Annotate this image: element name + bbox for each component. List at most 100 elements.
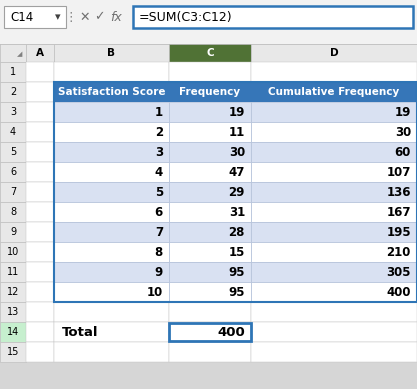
Text: 7: 7 — [10, 187, 16, 197]
Text: 107: 107 — [387, 165, 411, 179]
Text: 29: 29 — [229, 186, 245, 198]
Bar — [54, 222, 417, 242]
Bar — [169, 102, 251, 122]
Bar — [54, 242, 169, 262]
Bar — [251, 222, 417, 242]
Bar — [251, 182, 417, 202]
Text: 136: 136 — [387, 186, 411, 198]
Bar — [0, 262, 26, 282]
Bar — [251, 262, 417, 282]
Bar — [0, 302, 26, 322]
Text: 1: 1 — [10, 67, 16, 77]
Bar — [54, 82, 417, 302]
Text: C14: C14 — [10, 11, 33, 23]
Bar — [169, 222, 251, 242]
Bar — [26, 262, 54, 282]
Bar — [54, 62, 169, 82]
Bar — [251, 202, 417, 222]
Bar — [54, 282, 169, 302]
Bar — [0, 202, 26, 222]
Bar — [169, 342, 251, 362]
Bar — [169, 222, 251, 242]
Bar — [169, 323, 251, 341]
Bar — [251, 262, 417, 282]
Bar — [169, 182, 251, 202]
Text: 4: 4 — [155, 165, 163, 179]
Bar — [54, 122, 417, 142]
Bar — [251, 122, 417, 142]
Bar — [251, 44, 417, 62]
Text: 167: 167 — [387, 205, 411, 219]
Bar — [251, 282, 417, 302]
Bar — [26, 44, 54, 62]
Text: 5: 5 — [155, 186, 163, 198]
Text: Cumulative Frequency: Cumulative Frequency — [269, 87, 399, 97]
Bar — [26, 82, 54, 102]
Text: 31: 31 — [229, 205, 245, 219]
Bar — [54, 142, 169, 162]
Bar — [169, 82, 251, 102]
Text: 400: 400 — [387, 286, 411, 298]
Bar — [54, 182, 169, 202]
Bar — [0, 122, 26, 142]
Bar — [54, 82, 169, 102]
Text: ▾: ▾ — [55, 12, 61, 22]
Bar — [54, 202, 169, 222]
Text: 7: 7 — [155, 226, 163, 238]
Bar — [169, 282, 251, 302]
Bar — [251, 82, 417, 102]
Bar — [251, 142, 417, 162]
Bar — [251, 142, 417, 162]
Text: 60: 60 — [394, 145, 411, 158]
Bar — [169, 142, 251, 162]
Bar — [54, 182, 169, 202]
Text: 2: 2 — [155, 126, 163, 138]
Text: ✕: ✕ — [80, 11, 90, 23]
Bar — [0, 44, 26, 62]
Text: Frequency: Frequency — [179, 87, 241, 97]
Bar — [169, 44, 251, 62]
Bar — [0, 102, 26, 122]
Bar — [54, 44, 169, 62]
Text: 6: 6 — [155, 205, 163, 219]
Bar — [54, 262, 417, 282]
Text: D: D — [330, 48, 338, 58]
Bar — [169, 142, 251, 162]
Bar — [54, 222, 169, 242]
Bar — [54, 262, 169, 282]
Bar — [251, 162, 417, 182]
Text: 195: 195 — [387, 226, 411, 238]
Bar — [251, 222, 417, 242]
Text: ✓: ✓ — [94, 11, 104, 23]
Bar — [54, 122, 169, 142]
Text: 3: 3 — [10, 107, 16, 117]
Text: 400: 400 — [217, 326, 245, 338]
Text: B: B — [108, 48, 116, 58]
Text: A: A — [36, 48, 44, 58]
Bar — [26, 162, 54, 182]
Text: ◢: ◢ — [18, 51, 23, 57]
Bar — [54, 162, 169, 182]
Text: 11: 11 — [229, 126, 245, 138]
Text: 30: 30 — [395, 126, 411, 138]
Bar — [169, 162, 251, 182]
Bar — [54, 142, 417, 162]
Bar — [0, 0, 417, 44]
Bar — [0, 62, 26, 82]
Text: 95: 95 — [229, 286, 245, 298]
Text: C: C — [206, 48, 214, 58]
Text: Satisfaction Score: Satisfaction Score — [58, 87, 165, 97]
Bar — [251, 302, 417, 322]
Bar — [0, 162, 26, 182]
Text: 28: 28 — [229, 226, 245, 238]
Bar — [54, 82, 417, 102]
Bar — [251, 162, 417, 182]
Text: 4: 4 — [10, 127, 16, 137]
Bar — [133, 6, 413, 28]
Bar — [169, 202, 251, 222]
Text: 9: 9 — [155, 266, 163, 279]
Bar — [54, 162, 169, 182]
Bar — [0, 322, 26, 342]
Bar — [0, 182, 26, 202]
Bar — [169, 122, 251, 142]
